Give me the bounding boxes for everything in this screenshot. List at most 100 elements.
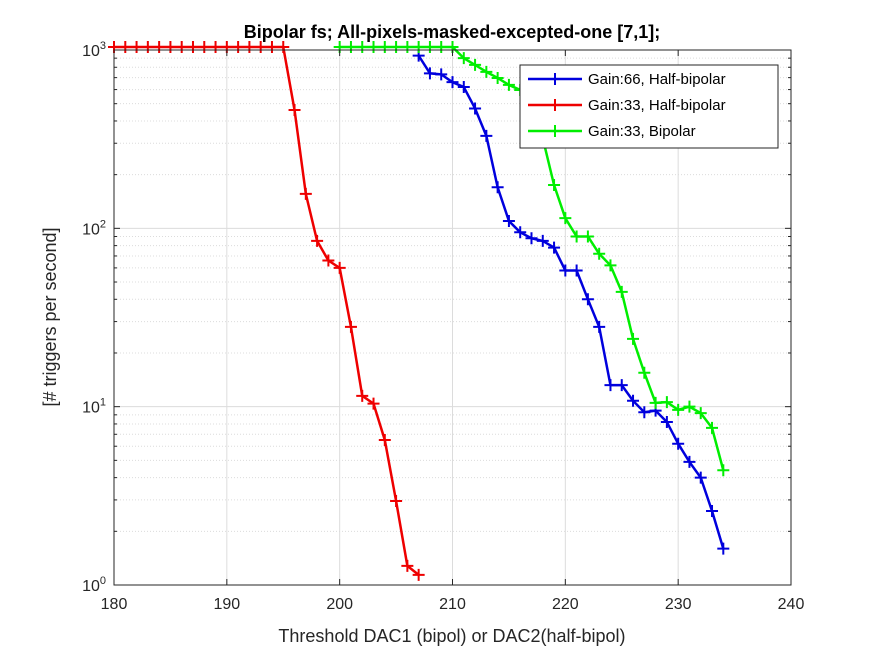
marker — [130, 40, 143, 53]
marker — [401, 559, 414, 572]
legend-marker — [549, 125, 561, 137]
marker — [480, 129, 493, 142]
marker — [548, 241, 561, 254]
marker — [457, 81, 470, 94]
legend-label: Gain:33, Half-bipolar — [588, 97, 726, 114]
marker — [401, 40, 414, 53]
marker — [288, 103, 301, 116]
marker — [390, 494, 403, 507]
x-tick-label: 200 — [326, 596, 353, 613]
marker — [502, 78, 515, 91]
marker — [469, 102, 482, 115]
marker — [333, 261, 346, 274]
x-axis-label: Threshold DAC1 (bipol) or DAC2(half-bipo… — [278, 626, 625, 646]
marker — [412, 568, 425, 581]
marker — [514, 226, 527, 239]
marker — [581, 293, 594, 306]
y-tick-label: 102 — [82, 218, 106, 238]
x-tick-label: 190 — [213, 596, 240, 613]
marker — [638, 406, 651, 419]
legend-marker — [549, 73, 561, 85]
marker — [344, 40, 357, 53]
x-tick-label: 240 — [778, 596, 805, 613]
marker — [491, 181, 504, 194]
marker — [344, 320, 357, 333]
marker — [141, 40, 154, 53]
marker — [593, 320, 606, 333]
marker — [559, 212, 572, 225]
marker — [480, 65, 493, 78]
marker — [311, 234, 324, 247]
marker — [672, 437, 685, 450]
marker — [186, 40, 199, 53]
marker — [660, 416, 673, 429]
y-tick-label: 100 — [82, 575, 106, 595]
marker — [502, 214, 515, 227]
marker — [254, 40, 267, 53]
y-tick-label: 103 — [82, 40, 106, 60]
marker — [683, 455, 696, 468]
x-tick-label: 180 — [101, 596, 128, 613]
marker — [390, 40, 403, 53]
ticks: 180 190 200 210 220 230 240 100 101 102 103 — [82, 40, 804, 613]
marker — [559, 264, 572, 277]
marker — [469, 58, 482, 71]
marker — [412, 40, 425, 53]
marker — [491, 71, 504, 84]
marker — [706, 421, 719, 434]
marker — [435, 40, 448, 53]
marker — [706, 504, 719, 517]
x-tick-label: 210 — [439, 596, 466, 613]
marker — [627, 332, 640, 345]
marker — [581, 230, 594, 243]
marker — [232, 40, 245, 53]
legend-label: Gain:66, Half-bipolar — [588, 71, 726, 88]
marker — [604, 379, 617, 392]
marker — [649, 396, 662, 409]
marker — [660, 396, 673, 409]
legend-marker — [549, 99, 561, 111]
marker — [694, 407, 707, 420]
marker — [423, 67, 436, 80]
marker — [378, 40, 391, 53]
marker — [694, 471, 707, 484]
x-tick-label: 220 — [552, 596, 579, 613]
marker — [164, 40, 177, 53]
marker — [243, 40, 256, 53]
marker — [322, 254, 335, 267]
marker — [356, 389, 369, 402]
marker — [367, 40, 380, 53]
legend: Gain:66, Half-bipolar Gain:33, Half-bipol… — [519, 64, 779, 149]
marker — [593, 247, 606, 260]
marker — [525, 232, 538, 245]
marker — [604, 259, 617, 272]
marker — [378, 434, 391, 447]
marker — [638, 366, 651, 379]
marker — [265, 40, 278, 53]
marker — [548, 178, 561, 191]
marker — [356, 40, 369, 53]
marker — [627, 394, 640, 407]
marker — [153, 40, 166, 53]
marker — [198, 40, 211, 53]
marker — [423, 40, 436, 53]
marker — [175, 40, 188, 53]
marker — [570, 230, 583, 243]
marker — [683, 400, 696, 413]
marker — [536, 234, 549, 247]
chart-title: Bipolar fs; All-pixels-masked-excepted-o… — [244, 22, 660, 42]
marker — [615, 285, 628, 298]
x-tick-label: 230 — [665, 596, 692, 613]
y-tick-label: 101 — [82, 397, 106, 417]
y-axis-label: [# triggers per second] — [40, 227, 60, 406]
marker — [277, 40, 290, 53]
marker — [209, 40, 222, 53]
marker — [672, 403, 685, 416]
marker — [299, 187, 312, 200]
marker — [119, 40, 132, 53]
marker — [457, 52, 470, 65]
legend-label: Gain:33, Bipolar — [588, 123, 696, 140]
marker — [570, 264, 583, 277]
marker — [717, 464, 730, 477]
